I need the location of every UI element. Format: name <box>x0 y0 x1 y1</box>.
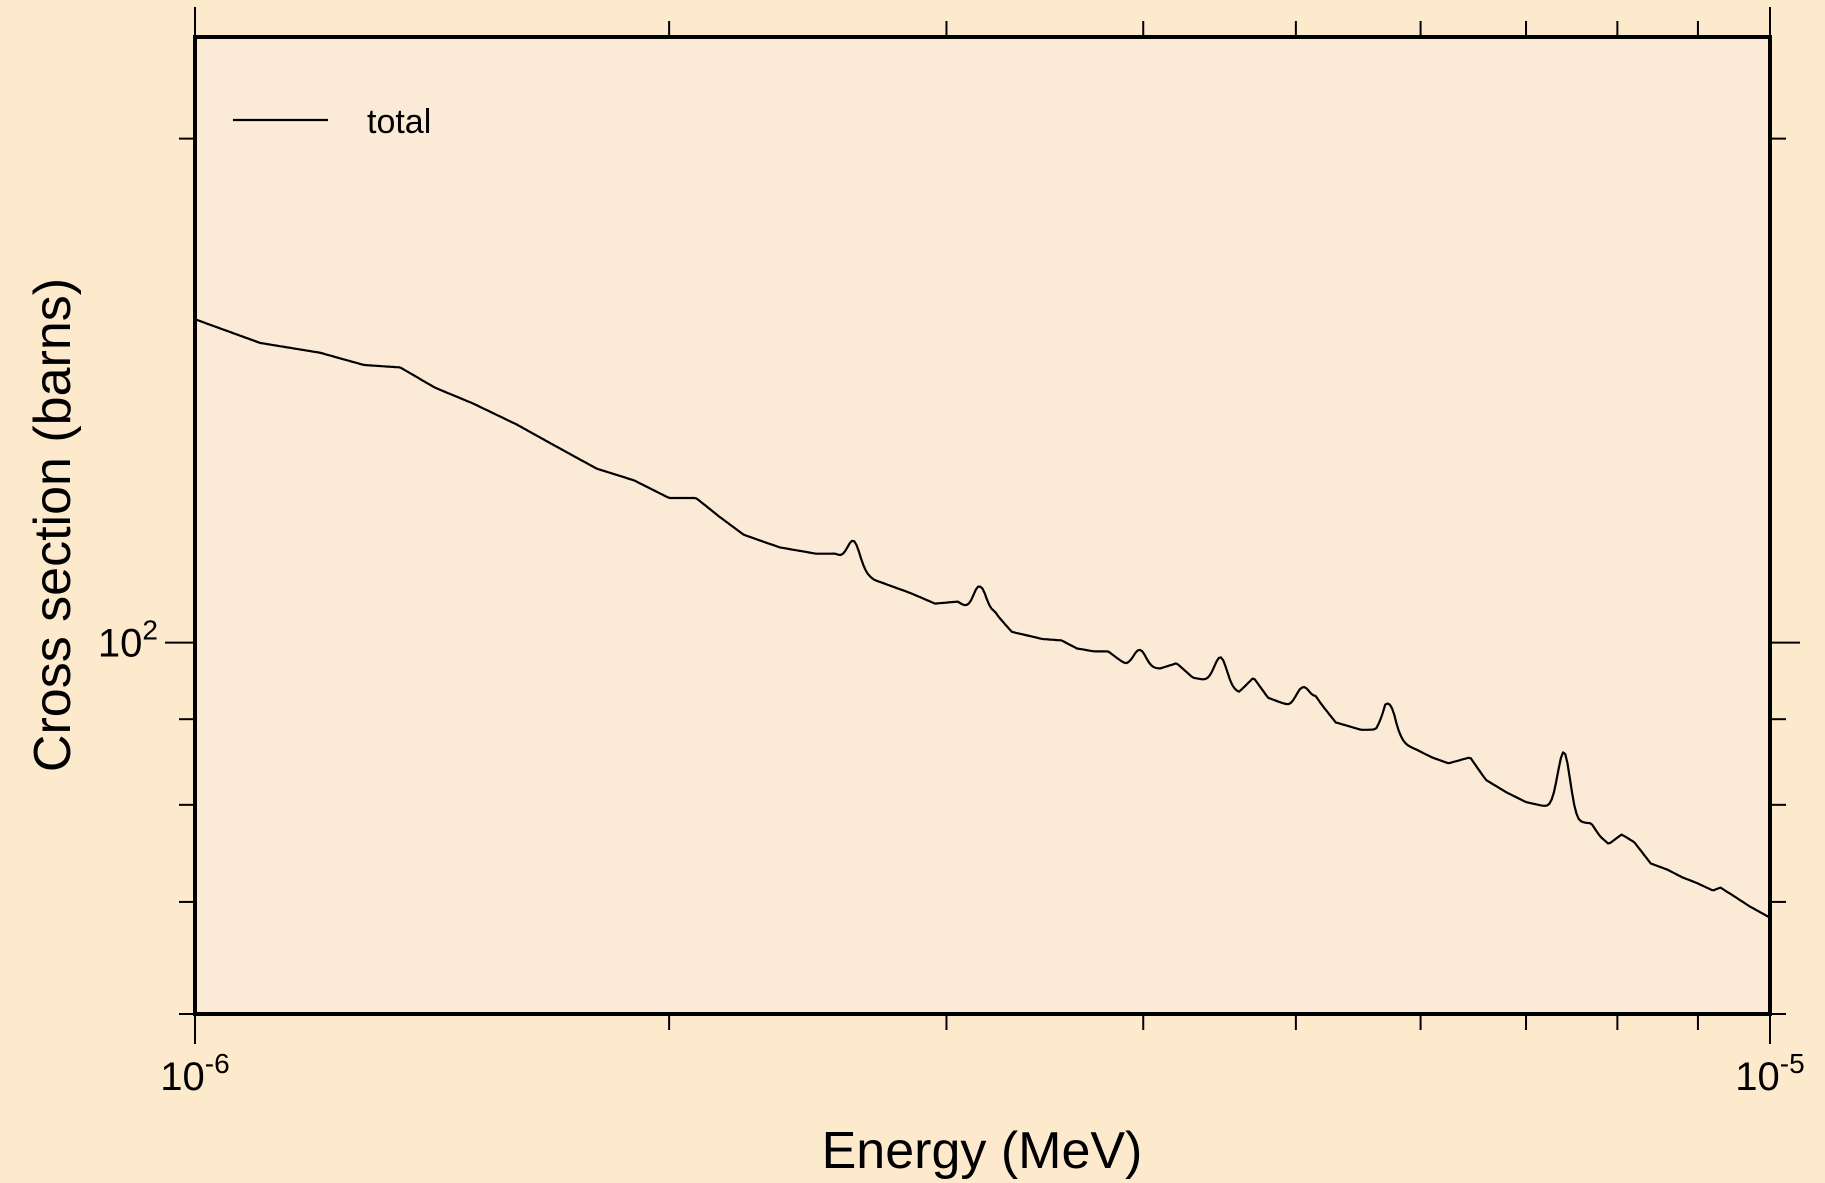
plot-frame <box>193 35 1772 1016</box>
y-tick-labels: 102 <box>98 615 158 666</box>
series-line-total <box>194 318 1771 919</box>
y-tick-label-100: 102 <box>98 615 158 666</box>
legend-label-total: total <box>367 103 431 141</box>
x-tick-label-max: 10-5 <box>1735 1048 1804 1099</box>
x-tick-label-max-exp: -5 <box>1780 1048 1805 1079</box>
y-axis-title: Cross section (barns) <box>24 278 82 772</box>
y-tick-label-100-base: 10 <box>98 622 143 666</box>
plot-area-background <box>195 37 1770 1014</box>
x-tick-labels: 10-6 10-5 <box>160 1048 1804 1099</box>
y-tick-label-100-exp: 2 <box>142 615 158 646</box>
x-tick-label-min-base: 10 <box>160 1055 205 1099</box>
x-tick-label-max-base: 10 <box>1735 1055 1780 1099</box>
x-axis-title: Energy (MeV) <box>822 1122 1143 1180</box>
axis-ticks <box>165 7 1800 1044</box>
x-tick-label-min: 10-6 <box>160 1048 229 1099</box>
legend: total <box>233 103 431 141</box>
x-tick-label-min-exp: -6 <box>205 1048 230 1079</box>
